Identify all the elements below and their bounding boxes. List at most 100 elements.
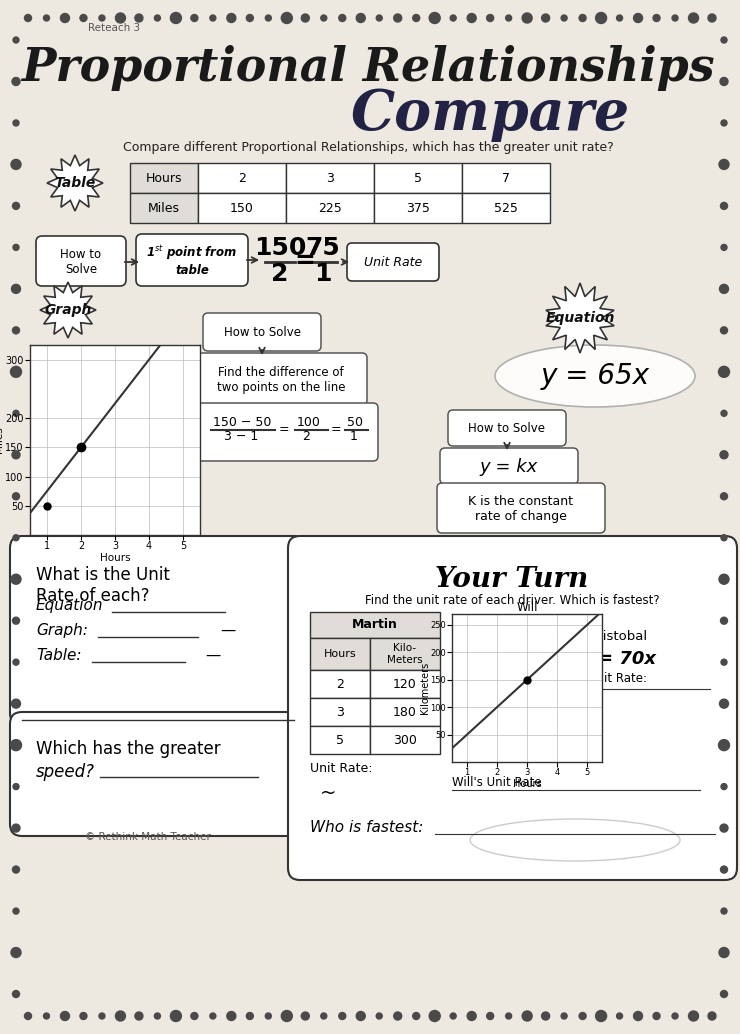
Circle shape	[721, 203, 727, 210]
Text: 1: 1	[350, 430, 358, 444]
Circle shape	[633, 13, 642, 23]
X-axis label: Hours: Hours	[100, 552, 130, 562]
Text: Miles: Miles	[148, 202, 180, 214]
Circle shape	[394, 1012, 402, 1020]
Circle shape	[467, 1011, 476, 1021]
FancyBboxPatch shape	[288, 536, 737, 880]
Text: Unit Rate: Unit Rate	[364, 256, 422, 270]
Text: Proportional Relationships: Proportional Relationships	[21, 45, 715, 91]
Circle shape	[688, 13, 699, 23]
Circle shape	[721, 327, 727, 334]
Text: What is the Unit
Rate of each?: What is the Unit Rate of each?	[36, 566, 170, 605]
Circle shape	[13, 991, 19, 998]
Circle shape	[688, 1011, 699, 1021]
Circle shape	[719, 699, 728, 708]
Circle shape	[356, 13, 366, 23]
Bar	[370, 698, 440, 726]
X-axis label: Hours: Hours	[513, 779, 542, 789]
Text: 300: 300	[393, 733, 417, 747]
Title: Will: Will	[517, 601, 538, 614]
Circle shape	[227, 1011, 236, 1021]
Text: Will's Unit Rate: Will's Unit Rate	[452, 776, 542, 789]
Text: Find the unit rate of each driver. Which is fastest?: Find the unit rate of each driver. Which…	[365, 594, 659, 607]
Circle shape	[13, 327, 19, 334]
Text: Table: Table	[54, 176, 95, 190]
Circle shape	[450, 16, 456, 21]
Text: Table:: Table:	[36, 648, 81, 663]
Circle shape	[721, 37, 727, 43]
Bar	[198, 193, 286, 223]
FancyBboxPatch shape	[437, 483, 605, 533]
Circle shape	[12, 451, 20, 459]
Text: 5: 5	[336, 733, 344, 747]
Circle shape	[708, 1012, 716, 1020]
Circle shape	[99, 16, 105, 21]
Circle shape	[13, 203, 19, 210]
Bar	[286, 163, 374, 193]
Bar	[374, 193, 462, 223]
Text: 180: 180	[393, 705, 417, 719]
Polygon shape	[546, 283, 614, 353]
Circle shape	[320, 16, 327, 21]
Circle shape	[155, 16, 161, 21]
Circle shape	[721, 120, 727, 126]
Text: Kilo-
Meters: Kilo- Meters	[387, 643, 423, 665]
Circle shape	[281, 1010, 292, 1022]
Circle shape	[487, 14, 494, 22]
Circle shape	[542, 1012, 550, 1020]
Text: Graph: Graph	[44, 303, 92, 317]
Text: How to Solve: How to Solve	[468, 423, 545, 435]
Circle shape	[579, 14, 586, 22]
Circle shape	[561, 1013, 567, 1018]
Y-axis label: Miles: Miles	[0, 427, 4, 453]
FancyBboxPatch shape	[36, 236, 126, 286]
Text: 120: 120	[393, 677, 417, 691]
Text: Unit Rate:: Unit Rate:	[588, 672, 648, 685]
Text: Martin: Martin	[352, 618, 398, 632]
Circle shape	[721, 410, 727, 417]
Circle shape	[413, 14, 420, 22]
Bar	[130, 193, 198, 223]
Text: 3 − 1: 3 − 1	[216, 430, 258, 444]
Bar	[130, 163, 198, 193]
Circle shape	[616, 1013, 622, 1018]
Circle shape	[24, 14, 32, 22]
Circle shape	[719, 284, 728, 294]
Circle shape	[246, 14, 253, 22]
Circle shape	[191, 1012, 198, 1020]
Text: Which has the greater: Which has the greater	[36, 740, 221, 758]
Circle shape	[429, 1010, 440, 1022]
Text: Hours: Hours	[146, 172, 182, 184]
Circle shape	[522, 1011, 532, 1021]
Polygon shape	[40, 282, 96, 338]
Bar	[462, 163, 550, 193]
Bar	[370, 726, 440, 754]
Circle shape	[13, 784, 19, 790]
Circle shape	[13, 908, 19, 914]
Text: ~: ~	[320, 784, 337, 803]
Text: Hours: Hours	[323, 649, 357, 659]
Circle shape	[246, 1012, 253, 1020]
Text: 150: 150	[230, 202, 254, 214]
Text: 2: 2	[272, 262, 289, 286]
Circle shape	[135, 1012, 143, 1020]
Circle shape	[115, 1011, 126, 1021]
Circle shape	[13, 535, 19, 541]
Circle shape	[616, 16, 622, 21]
Text: Find the difference of
two points on the line: Find the difference of two points on the…	[217, 366, 346, 394]
Circle shape	[170, 1010, 181, 1022]
Circle shape	[210, 16, 216, 21]
Circle shape	[719, 366, 730, 377]
Bar	[310, 638, 370, 670]
Text: =: =	[331, 424, 341, 436]
Circle shape	[12, 824, 20, 832]
Circle shape	[708, 14, 716, 22]
Circle shape	[672, 1013, 678, 1018]
Circle shape	[720, 824, 728, 832]
Y-axis label: Kilometers: Kilometers	[420, 662, 430, 714]
Circle shape	[720, 78, 728, 86]
Circle shape	[596, 1010, 607, 1022]
Circle shape	[80, 1012, 87, 1020]
Circle shape	[210, 1013, 216, 1018]
Circle shape	[24, 1012, 32, 1020]
